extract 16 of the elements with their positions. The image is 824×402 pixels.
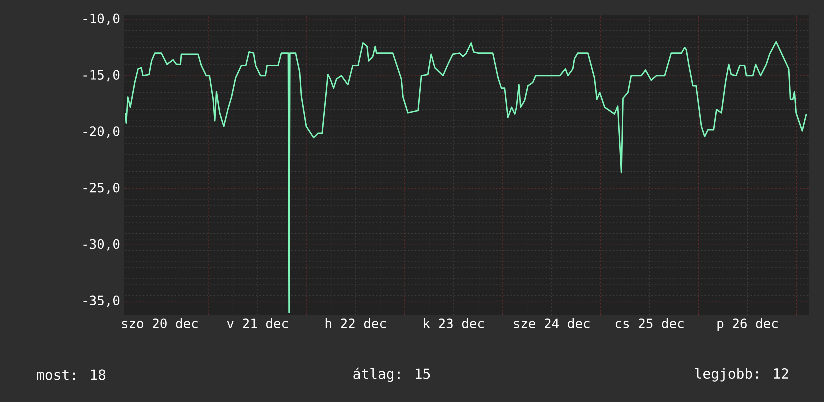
text: legjobb: 12 bbox=[695, 368, 788, 382]
x-tick-label: szo 20 dec bbox=[122, 318, 198, 329]
x-tick-label: k 23 dec bbox=[424, 318, 484, 329]
text: átlag: 15 bbox=[354, 368, 430, 382]
y-tick-label: -35,0 bbox=[84, 296, 120, 308]
x-tick-label: sze 24 dec bbox=[514, 318, 590, 329]
y-tick-label: -25,0 bbox=[84, 182, 120, 194]
x-tick-label: v 21 dec bbox=[227, 318, 288, 329]
x-tick-label: h 22 dec bbox=[326, 318, 386, 329]
y-tick-label: -10,0 bbox=[84, 14, 120, 26]
y-tick-label: -20,0 bbox=[84, 126, 120, 138]
text: most: 18 bbox=[37, 370, 106, 380]
y-tick-label: -15,0 bbox=[84, 70, 120, 82]
y-tick-label: -30,0 bbox=[84, 239, 120, 251]
x-tick-label: p 26 dec bbox=[718, 318, 778, 332]
x-tick-label: cs 25 dec bbox=[616, 318, 684, 329]
